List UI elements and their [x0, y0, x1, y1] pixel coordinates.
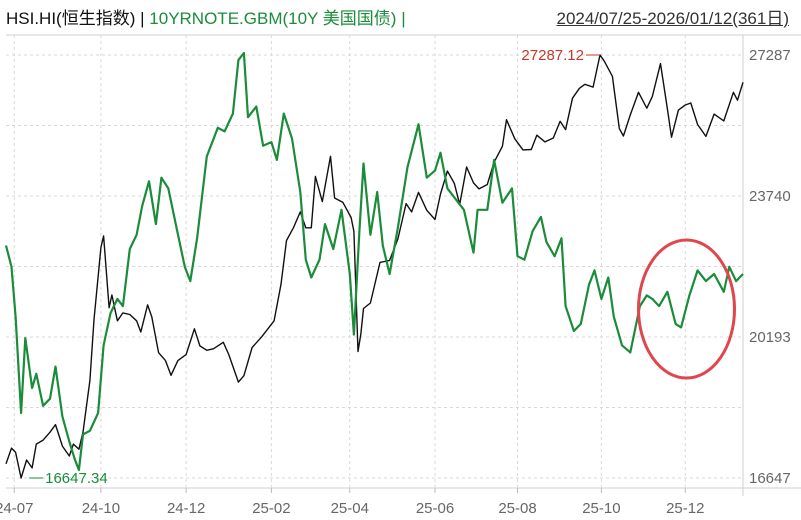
y-tick-label: 27287	[749, 47, 791, 64]
separator: |	[140, 9, 145, 28]
series-label-bond[interactable]: 10YRNOTE.GBM(10Y 美国国债)	[149, 9, 397, 28]
axes: 27287 23740 20193 16647 24-07 24-10 24-12 25-02…	[0, 47, 791, 517]
x-tick-label: 25-10	[582, 500, 620, 517]
x-tick-label: 24-10	[82, 500, 120, 517]
date-range-label[interactable]: 2024/07/25-2026/01/12(361日)	[556, 9, 789, 28]
x-tick-label: 25-06	[416, 500, 454, 517]
x-tick-label: 24-12	[167, 500, 205, 517]
y-tick-label: 20193	[749, 329, 791, 346]
min-annotation-label: 16647.34	[45, 470, 108, 487]
y-tick-label: 16647	[749, 470, 791, 487]
grid	[6, 34, 801, 496]
series-label-hsi[interactable]: HSI.HI(恒生指数)	[6, 9, 136, 28]
bond-series-line	[4, 51, 744, 472]
x-tick-label: 24-07	[0, 500, 33, 517]
series-layer	[4, 51, 744, 479]
max-annotation-label: 27287.12	[521, 47, 584, 64]
series-header: HSI.HI(恒生指数) | 10YRNOTE.GBM(10Y 美国国债) |	[6, 4, 406, 29]
x-tick-label: 25-12	[666, 500, 704, 517]
highlight-circle	[637, 238, 736, 380]
x-tick-label: 25-02	[252, 500, 290, 517]
x-tick-label: 25-08	[498, 500, 536, 517]
x-tick-label: 25-04	[331, 500, 369, 517]
y-tick-label: 23740	[749, 188, 791, 205]
overlay-layer: 27287.12 16647.34	[29, 47, 736, 487]
separator: |	[401, 9, 406, 28]
